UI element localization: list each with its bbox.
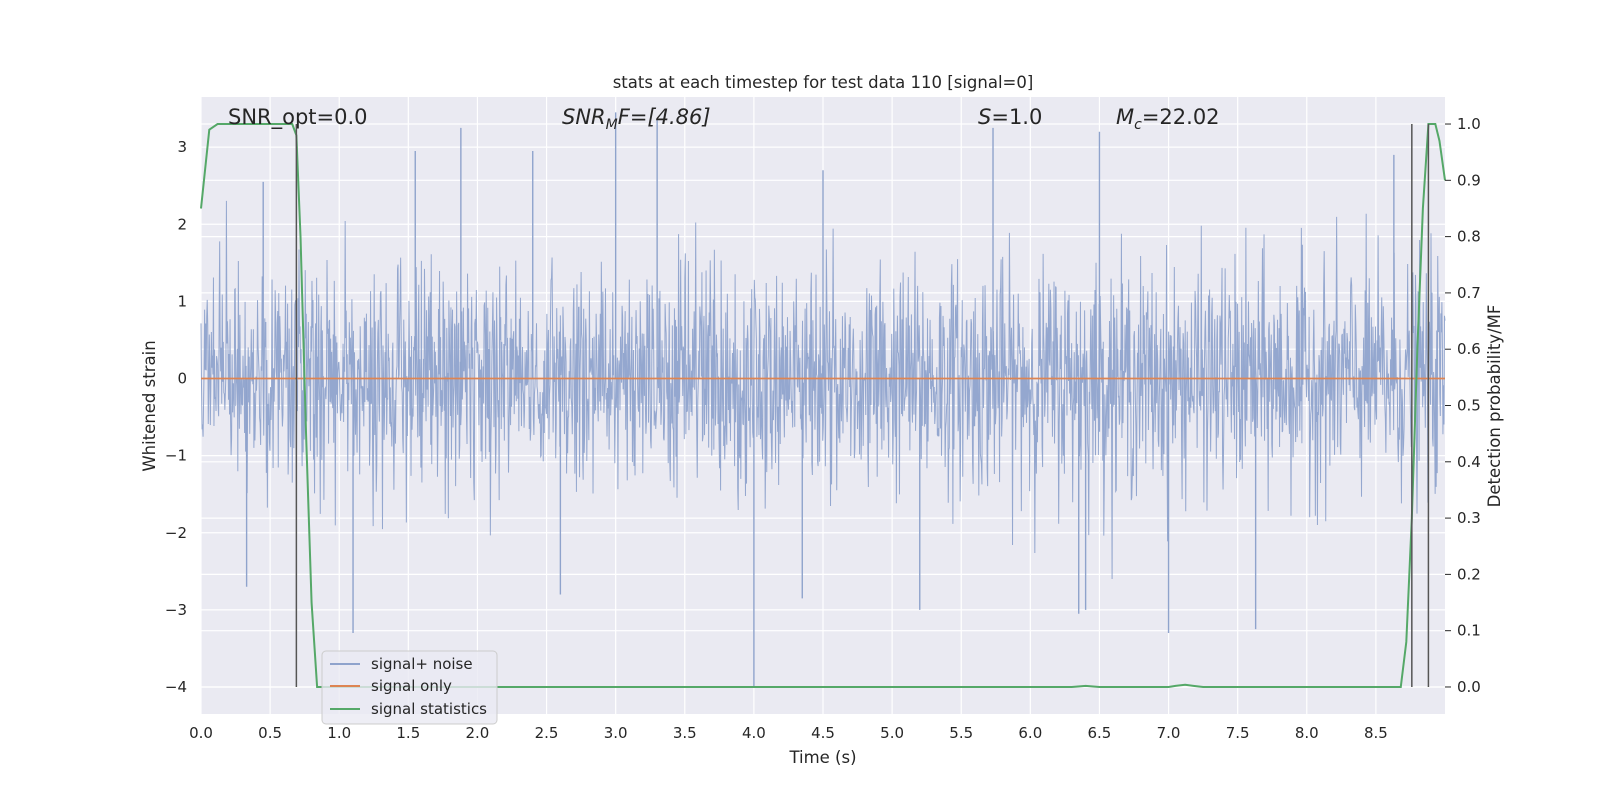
annotation-mc-sub: c [1134,117,1142,133]
y-tick-label: 1 [177,292,187,310]
legend-label-signal-only: signal only [371,677,452,695]
x-tick-label: 7.5 [1226,724,1250,742]
x-tick-label: 2.0 [466,724,490,742]
x-tick-label: 4.0 [742,724,766,742]
x-tick-label: 8.5 [1364,724,1388,742]
y2-tick-label: 0.2 [1457,565,1481,583]
x-axis-label: Time (s) [788,748,856,767]
chart-title: stats at each timestep for test data 110… [613,73,1034,92]
x-tick-label: 0.5 [258,724,282,742]
y2-axis-label: Detection probability/MF [1485,305,1504,508]
x-tick-label: 6.5 [1088,724,1112,742]
annotation-s-rest: =1.0 [991,105,1042,129]
annotation-s-main: S [978,105,991,129]
x-tick-labels: 0.0 0.5 1.0 1.5 2.0 2.5 3.0 3.5 4.0 4.5 5.0 5.5 6.0 6… [189,724,1388,742]
legend-label-signal-statistics: signal statistics [371,700,487,718]
y2-tick-label: 0.5 [1457,397,1481,415]
annotations: SNR_opt=0.0 SNRMF=[4.86] S=1.0 Mc=22.02 [228,105,1220,133]
vertical-markers [295,124,1430,687]
y-tick-label: −4 [165,678,187,696]
x-tick-label: 1.0 [327,724,351,742]
signal-statistics-line [200,123,1446,688]
annotation-mc: Mc=22.02 [1116,105,1220,133]
x-tick-label: 0.0 [189,724,213,742]
x-tick-label: 3.5 [673,724,697,742]
x-tick-label: 3.0 [604,724,628,742]
x-tick-label: 5.0 [880,724,904,742]
y-tick-label: 2 [177,215,187,233]
legend: signal+ noise signal only signal statist… [321,650,498,725]
y-tick-labels: −4 −3 −2 −1 0 1 2 3 [165,138,187,696]
annotation-snr-opt: SNR_opt=0.0 [228,105,368,130]
annotation-mc-main: M [1116,105,1134,129]
y2-tick-label: 0.6 [1457,340,1481,358]
legend-label-signal-noise: signal+ noise [371,655,473,673]
x-tick-label: 8.0 [1295,724,1319,742]
series-lines [200,123,1446,688]
y2-tick-label: 1.0 [1457,115,1481,133]
annotation-s: S=1.0 [978,105,1042,129]
y-tick-label: −2 [165,524,187,542]
noise-trace [200,200,1446,580]
y2-tick-label: 0.9 [1457,171,1481,189]
x-tick-label: 7.0 [1157,724,1181,742]
y-tick-label: −1 [165,447,187,465]
y2-tick-label: 0.4 [1457,453,1481,471]
y2-tick-label: 0.8 [1457,228,1481,246]
y-tick-label: 3 [177,138,187,156]
y-tick-label: −3 [165,601,187,619]
annotation-mc-rest: =22.02 [1142,105,1220,129]
x-tick-label: 6.0 [1018,724,1042,742]
annotation-snr-mf: SNRMF=[4.86] [562,105,711,133]
y2-tick-labels: 0.0 0.1 0.2 0.3 0.4 0.5 0.6 0.7 0.8 0.9 1.0 [1445,115,1481,696]
x-tick-label: 4.5 [811,724,835,742]
y-axis-label: Whitened strain [140,340,159,471]
series-signal-noise [200,112,1446,688]
annotation-snr-mf-rest: F=[4.86] [618,105,711,129]
y2-tick-label: 0.1 [1457,622,1481,640]
x-tick-label: 1.5 [396,724,420,742]
y-tick-label: 0 [177,370,187,388]
legend-box [321,650,498,725]
x-tick-label: 5.5 [949,724,973,742]
annotation-snr-mf-sub: M [606,117,618,133]
y2-tick-label: 0.3 [1457,509,1481,527]
y2-tick-label: 0.7 [1457,284,1481,302]
annotation-snr-mf-main: SNR [562,105,606,129]
y2-tick-label: 0.0 [1457,678,1481,696]
x-tick-label: 2.5 [535,724,559,742]
